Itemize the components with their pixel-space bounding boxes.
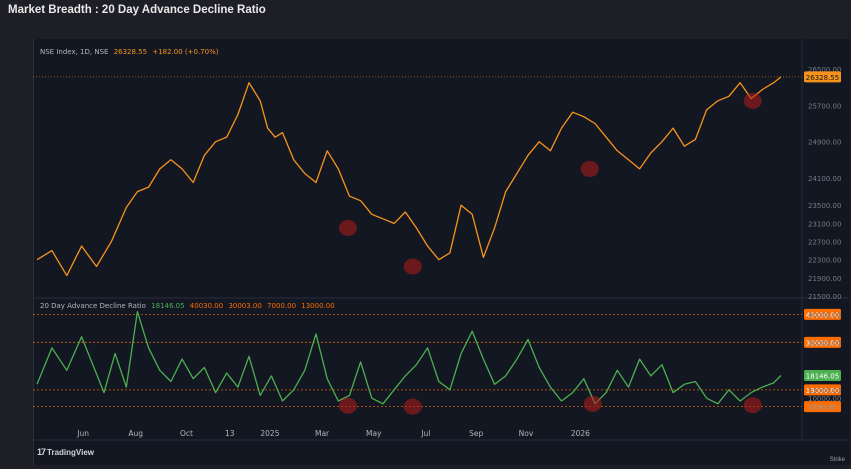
highlight-marker bbox=[338, 397, 357, 414]
highlight-marker bbox=[743, 92, 762, 109]
tradingview-logo[interactable]: 17 TradingView bbox=[37, 447, 94, 457]
y-tick-label: 24900.00 bbox=[808, 139, 841, 147]
level-label-bg bbox=[804, 308, 841, 320]
y-tick-label: 30000.00 bbox=[808, 339, 841, 347]
corner-note: Strike bbox=[829, 457, 845, 463]
level-label-bg bbox=[804, 336, 841, 348]
x-tick-label: 2026 bbox=[571, 429, 590, 438]
level-label-bg bbox=[804, 401, 841, 413]
x-tick-label: 2025 bbox=[260, 429, 279, 438]
level-label: 13000.00 bbox=[806, 387, 839, 395]
level-label: 30000.00 bbox=[806, 339, 839, 347]
price-legend-change: +182.00 (+0.70%) bbox=[152, 48, 219, 56]
ratio-legend-value-3: 7000.00 bbox=[267, 302, 297, 310]
highlight-marker bbox=[338, 219, 357, 236]
ratio-legend-value-0: 18146.05 bbox=[151, 302, 185, 310]
y-tick-label: 24100.00 bbox=[808, 175, 841, 183]
highlight-marker bbox=[403, 398, 422, 415]
ratio-legend-name: 20 Day Advance Decline Ratio bbox=[40, 302, 146, 310]
x-tick-label: May bbox=[366, 429, 382, 438]
price-legend-last: 26328.55 bbox=[113, 48, 148, 56]
chart-frame bbox=[33, 39, 850, 465]
y-tick-label: 21500.00 bbox=[808, 293, 841, 301]
y-tick-label: 26500.00 bbox=[808, 66, 841, 74]
highlight-marker bbox=[743, 397, 762, 414]
x-tick-label: Aug bbox=[128, 429, 143, 438]
page-title: Market Breadth : 20 Day Advance Decline … bbox=[8, 4, 266, 16]
y-tick-label: 40000.00 bbox=[808, 311, 841, 319]
last-value-label: 18146.05 bbox=[806, 372, 839, 380]
level-label-bg bbox=[804, 384, 841, 396]
x-tick-label: Nov bbox=[519, 429, 534, 438]
highlight-marker bbox=[403, 258, 422, 275]
x-tick-label: Jun bbox=[76, 429, 89, 438]
y-tick-label: 22700.00 bbox=[808, 239, 841, 247]
ratio-legend-value-1: 40030.00 bbox=[189, 302, 224, 310]
x-tick-label: 13 bbox=[225, 429, 235, 438]
price-legend: NSE Index, 1D, NSE 26328.55 +182.00 (+0.… bbox=[40, 48, 221, 56]
last-value-label-bg bbox=[804, 369, 841, 381]
x-tick-label: Mar bbox=[315, 429, 330, 438]
y-tick-label: 13000.00 bbox=[808, 387, 841, 395]
y-tick-label: 25700.00 bbox=[808, 102, 841, 110]
y-tick-label: 10000.00 bbox=[808, 395, 841, 403]
y-tick-label: 21900.00 bbox=[808, 275, 841, 283]
last-value-label: 26328.55 bbox=[806, 74, 839, 82]
x-tick-label: Oct bbox=[180, 429, 193, 438]
price-series-line bbox=[36, 76, 782, 277]
price-legend-symbol: NSE Index, 1D, NSE bbox=[40, 48, 109, 56]
level-label: 40000.00 bbox=[806, 311, 839, 319]
ratio-legend-value-4: 13000.00 bbox=[301, 302, 335, 310]
y-tick-label: 23100.00 bbox=[808, 220, 841, 228]
ratio-legend-value-2: 30003.00 bbox=[228, 302, 262, 310]
level-label: 7000.00 bbox=[808, 404, 837, 412]
highlight-marker bbox=[580, 160, 599, 177]
x-tick-label: Jul bbox=[420, 429, 430, 438]
last-value-label-bg bbox=[804, 71, 841, 83]
y-tick-label: 23500.00 bbox=[808, 202, 841, 210]
highlight-marker bbox=[583, 395, 602, 412]
tradingview-mark-icon: 17 bbox=[37, 447, 46, 457]
tradingview-logo-text: TradingView bbox=[47, 447, 94, 457]
x-tick-label: Sep bbox=[469, 429, 483, 438]
y-tick-label: 22300.00 bbox=[808, 257, 841, 265]
ratio-legend: 20 Day Advance Decline Ratio 18146.05 40… bbox=[40, 302, 338, 310]
y-tick-label: 7000.00 bbox=[808, 404, 837, 412]
ratio-series-line bbox=[36, 310, 782, 405]
